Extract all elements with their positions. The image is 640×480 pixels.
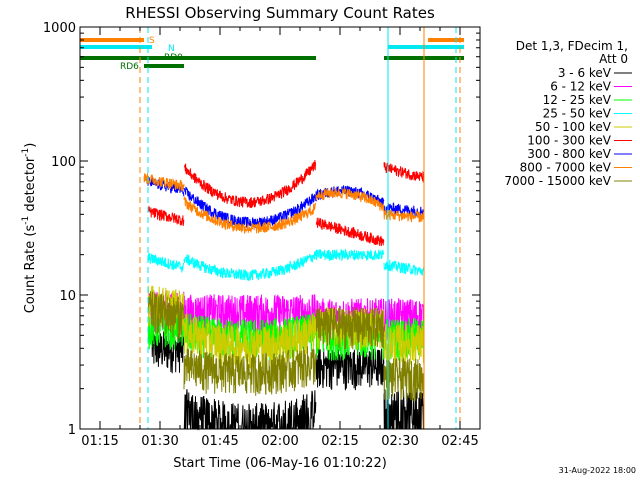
series-line — [183, 346, 317, 396]
series-line — [383, 387, 425, 430]
x-tick-label: 01:15 — [81, 434, 118, 449]
series-line — [383, 323, 425, 367]
series-line — [383, 357, 425, 402]
series-line — [315, 347, 385, 391]
legend-entry-label: 100 - 300 keV — [527, 134, 611, 148]
y-label-sup1: -1 — [21, 216, 31, 225]
series-line — [315, 187, 385, 212]
legend-entry-label: 300 - 800 keV — [527, 147, 611, 161]
series-line — [183, 251, 317, 282]
series-line — [183, 195, 317, 234]
legend-entry-label: 6 - 12 keV — [550, 80, 612, 94]
legend-entry-label: 7000 - 15000 keV — [504, 174, 611, 188]
series-line — [143, 173, 185, 192]
x-tick-label: 02:45 — [441, 434, 478, 449]
chart-title: RHESSI Observing Summary Count Rates — [125, 4, 435, 22]
series-line — [315, 217, 385, 247]
x-tick-label: 02:15 — [321, 434, 358, 449]
series-layer — [143, 159, 425, 431]
series-line — [147, 252, 185, 273]
x-tick-label: 01:30 — [141, 434, 178, 449]
x-axis-label: Start Time (06-May-16 01:10:22) — [173, 456, 387, 471]
series-line — [183, 186, 317, 229]
x-tick-label: 01:45 — [201, 434, 238, 449]
legend-entry-label: 50 - 100 keV — [535, 120, 612, 134]
x-tick-label: 02:00 — [261, 434, 298, 449]
series-line — [147, 205, 185, 226]
legend-header-line: Det 1,3, FDecim 1, — [516, 39, 628, 53]
legend-entry-label: 25 - 50 keV — [543, 107, 612, 121]
y-axis-label: Count Rate (s-1 detector-1) — [21, 143, 38, 314]
legend-header-line: Att 0 — [599, 52, 628, 66]
series-7000-15000-keV — [147, 291, 425, 402]
legend-entry-label: 12 - 25 keV — [543, 93, 612, 107]
footer-date: 31-Aug-2022 18:00 — [559, 466, 636, 475]
x-tick-label: 02:30 — [381, 434, 418, 449]
flag-label-rd0: RD0 — [164, 53, 183, 63]
y-label-part1: Count Rate (s — [23, 225, 38, 314]
y-label-sup2: -1 — [21, 148, 31, 157]
y-tick-label: 1 — [68, 423, 76, 438]
series-line — [147, 291, 185, 340]
series-line — [315, 307, 385, 350]
series-25-50-keV — [147, 248, 425, 282]
series-line — [383, 209, 425, 223]
series-line — [183, 313, 317, 369]
y-label-part3: ) — [23, 143, 38, 148]
series-line — [383, 202, 425, 218]
series-100-300-keV — [147, 159, 425, 247]
series-line — [183, 159, 317, 209]
legend-entry-label: 3 - 6 keV — [558, 66, 612, 80]
series-line — [315, 248, 385, 262]
y-tick-label: 100 — [51, 155, 76, 170]
legend-entry-label: 800 - 7000 keV — [520, 161, 612, 175]
series-800-7000-keV — [143, 173, 425, 234]
series-line — [383, 161, 425, 183]
y-tick-label: 1000 — [43, 21, 76, 36]
series-line — [383, 259, 425, 276]
flag-label-rd6: RD6 — [120, 62, 139, 72]
flag-label-s: S — [149, 36, 155, 46]
y-tick-label: 10 — [59, 289, 76, 304]
flag-label-n: N — [168, 44, 175, 54]
axis-layer: 1 10 100 1000 01:15 01:30 01:45 02:00 02:15 02:30… — [43, 21, 481, 449]
y-label-part2: detector — [23, 156, 38, 216]
